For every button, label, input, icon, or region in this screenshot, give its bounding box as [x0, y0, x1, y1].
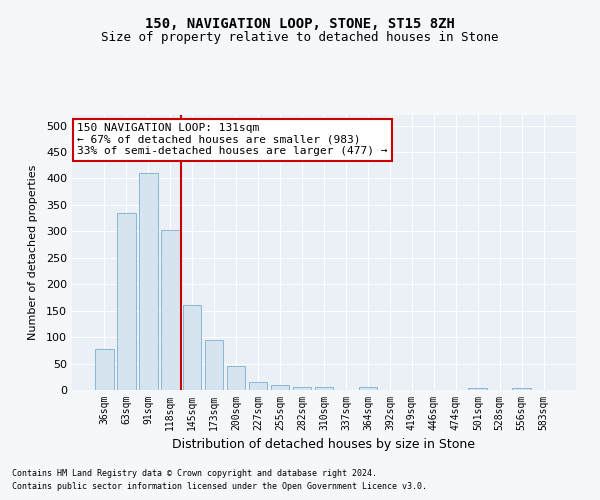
Text: 150, NAVIGATION LOOP, STONE, ST15 8ZH: 150, NAVIGATION LOOP, STONE, ST15 8ZH	[145, 18, 455, 32]
Bar	[227, 366, 245, 390]
Text: Contains public sector information licensed under the Open Government Licence v3: Contains public sector information licen…	[12, 482, 427, 491]
Bar	[161, 230, 179, 390]
Bar	[183, 306, 202, 390]
Text: Size of property relative to detached houses in Stone: Size of property relative to detached ho…	[101, 31, 499, 44]
Y-axis label: Number of detached properties: Number of detached properties	[28, 165, 38, 340]
Bar	[314, 388, 334, 390]
Bar	[469, 388, 487, 390]
Bar	[139, 173, 158, 390]
Text: 150 NAVIGATION LOOP: 131sqm
← 67% of detached houses are smaller (983)
33% of se: 150 NAVIGATION LOOP: 131sqm ← 67% of det…	[77, 123, 388, 156]
Bar	[293, 388, 311, 390]
Bar	[95, 349, 113, 390]
Bar	[271, 384, 289, 390]
Text: Contains HM Land Registry data © Crown copyright and database right 2024.: Contains HM Land Registry data © Crown c…	[12, 468, 377, 477]
Bar	[359, 388, 377, 390]
X-axis label: Distribution of detached houses by size in Stone: Distribution of detached houses by size …	[173, 438, 476, 452]
Bar	[205, 340, 223, 390]
Bar	[249, 382, 268, 390]
Bar	[512, 388, 531, 390]
Bar	[117, 213, 136, 390]
